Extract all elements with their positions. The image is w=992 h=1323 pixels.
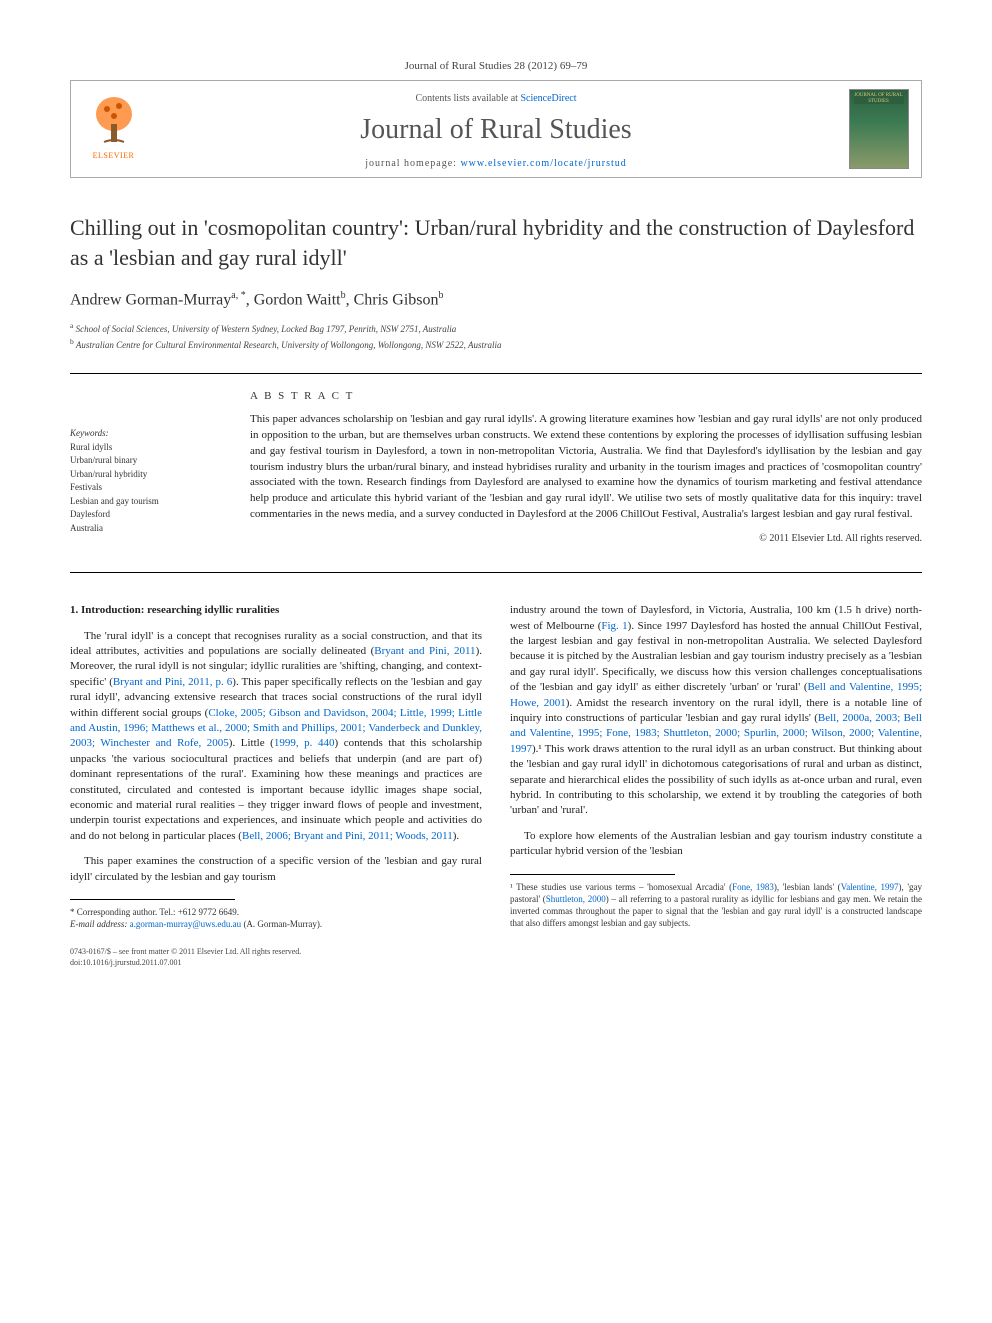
- email-suffix: (A. Gorman-Murray).: [241, 919, 322, 929]
- sciencedirect-link[interactable]: ScienceDirect: [520, 93, 576, 104]
- header-center: Contents lists available at ScienceDirec…: [156, 81, 836, 177]
- contents-list-line: Contents lists available at ScienceDirec…: [156, 93, 836, 104]
- elsevier-logo[interactable]: ELSEVIER: [81, 94, 146, 169]
- citation-link[interactable]: Fone, 1983: [732, 882, 774, 892]
- body-paragraph: This paper examines the construction of …: [70, 854, 482, 885]
- journal-reference: Journal of Rural Studies 28 (2012) 69–79: [70, 60, 922, 72]
- contents-prefix: Contents lists available at: [415, 93, 520, 104]
- publisher-name: ELSEVIER: [93, 151, 135, 160]
- citation-link[interactable]: Bryant and Pini, 2011: [374, 645, 475, 657]
- citation-link[interactable]: Bryant and Pini, 2011, p. 6: [113, 676, 232, 688]
- keyword-item: Festivals: [70, 481, 220, 495]
- author-mark: b: [341, 290, 346, 301]
- keywords-column: Keywords: Rural idyllsUrban/rural binary…: [70, 390, 220, 545]
- citation-link[interactable]: Shuttleton, 2000: [546, 894, 606, 904]
- keyword-item: Urban/rural hybridity: [70, 468, 220, 482]
- right-column: industry around the town of Daylesford, …: [510, 603, 922, 968]
- citation-link[interactable]: Bell, 2006; Bryant and Pini, 2011; Woods…: [242, 830, 453, 842]
- cover-label: JOURNAL OF RURAL STUDIES: [850, 93, 908, 104]
- affiliation-line: a School of Social Sciences, University …: [70, 320, 922, 337]
- divider: [70, 572, 922, 573]
- abstract-column: A B S T R A C T This paper advances scho…: [250, 390, 922, 545]
- citation-link[interactable]: Bell and Valentine, 1995; Howe, 2001: [510, 681, 922, 708]
- body-paragraph: industry around the town of Daylesford, …: [510, 603, 922, 818]
- author-email-link[interactable]: a.gorman-murray@uws.edu.au: [130, 919, 242, 929]
- front-matter-line: 0743-0167/$ – see front matter © 2011 El…: [70, 947, 301, 956]
- homepage-prefix: journal homepage:: [365, 158, 460, 169]
- author-name: Gordon Waitt: [254, 292, 341, 309]
- figure-link[interactable]: Fig. 1: [601, 620, 627, 632]
- footnote-divider: [510, 874, 675, 875]
- citation-link[interactable]: Bell, 2000a, 2003; Bell and Valentine, 1…: [510, 712, 922, 755]
- journal-header: ELSEVIER Contents lists available at Sci…: [70, 80, 922, 178]
- article-title: Chilling out in 'cosmopolitan country': …: [70, 213, 922, 272]
- keyword-item: Australia: [70, 522, 220, 536]
- affiliations: a School of Social Sciences, University …: [70, 320, 922, 353]
- keyword-item: Lesbian and gay tourism: [70, 495, 220, 509]
- homepage-line: journal homepage: www.elsevier.com/locat…: [156, 158, 836, 169]
- body-paragraph: To explore how elements of the Australia…: [510, 829, 922, 860]
- author-name: Chris Gibson: [354, 292, 439, 309]
- cover-thumb-cell: JOURNAL OF RURAL STUDIES: [836, 81, 921, 177]
- publisher-logo-cell: ELSEVIER: [71, 81, 156, 177]
- author-mark: b: [439, 290, 444, 301]
- divider: [70, 373, 922, 374]
- authors-line: Andrew Gorman-Murraya, *, Gordon Waittb,…: [70, 290, 922, 309]
- footer-issn-line: 0743-0167/$ – see front matter © 2011 El…: [70, 946, 482, 968]
- author-name: Andrew Gorman-Murray: [70, 292, 231, 309]
- section-heading: 1. Introduction: researching idyllic rur…: [70, 603, 482, 618]
- journal-cover-thumbnail[interactable]: JOURNAL OF RURAL STUDIES: [849, 89, 909, 169]
- corr-author-line: * Corresponding author. Tel.: +612 9772 …: [70, 906, 482, 918]
- citation-link[interactable]: Valentine, 1997: [841, 882, 899, 892]
- doi-line: doi:10.1016/j.jrurstud.2011.07.001: [70, 958, 181, 967]
- email-line: E-mail address: a.gorman-murray@uws.edu.…: [70, 918, 482, 930]
- body-columns: 1. Introduction: researching idyllic rur…: [70, 603, 922, 968]
- keywords-heading: Keywords:: [70, 428, 220, 438]
- journal-title: Journal of Rural Studies: [156, 114, 836, 146]
- keywords-list: Rural idyllsUrban/rural binaryUrban/rura…: [70, 441, 220, 536]
- author-mark: a, *: [231, 290, 245, 301]
- elsevier-tree-icon: [89, 94, 139, 149]
- footnote-1: ¹ These studies use various terms – 'hom…: [510, 881, 922, 930]
- citation-link[interactable]: 1999, p. 440: [274, 737, 335, 749]
- homepage-link[interactable]: www.elsevier.com/locate/jrurstud: [460, 158, 626, 169]
- keyword-item: Urban/rural binary: [70, 454, 220, 468]
- left-column: 1. Introduction: researching idyllic rur…: [70, 603, 482, 968]
- corresponding-author-footnote: * Corresponding author. Tel.: +612 9772 …: [70, 906, 482, 930]
- abstract-heading: A B S T R A C T: [250, 390, 922, 402]
- keyword-item: Rural idylls: [70, 441, 220, 455]
- abstract-text: This paper advances scholarship on 'lesb…: [250, 412, 922, 524]
- abstract-section: Keywords: Rural idyllsUrban/rural binary…: [70, 390, 922, 545]
- body-paragraph: The 'rural idyll' is a concept that reco…: [70, 629, 482, 844]
- keyword-item: Daylesford: [70, 508, 220, 522]
- email-label: E-mail address:: [70, 919, 130, 929]
- footnote-divider: [70, 899, 235, 900]
- affiliation-line: b Australian Centre for Cultural Environ…: [70, 336, 922, 353]
- copyright-line: © 2011 Elsevier Ltd. All rights reserved…: [250, 533, 922, 544]
